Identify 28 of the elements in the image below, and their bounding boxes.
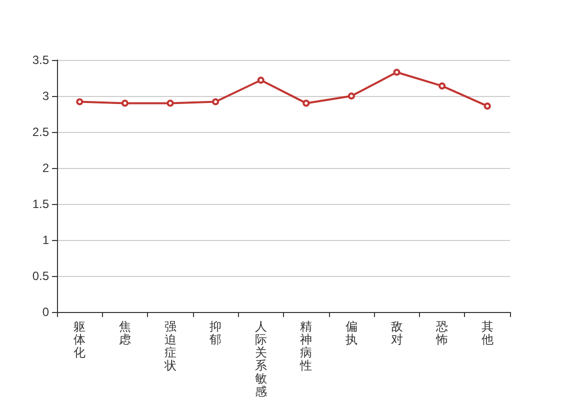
- x-tick-label: 偏执: [345, 320, 358, 346]
- x-tick-label: 人际关系敏感: [254, 320, 267, 398]
- x-tick-label: 抑郁: [210, 320, 222, 346]
- y-tick-label: 0.5: [32, 269, 50, 283]
- point: [393, 68, 400, 76]
- x-tick-label: 敌对: [390, 320, 403, 346]
- x-tick-label: 躯体化: [74, 320, 86, 360]
- x-tick-label: 恐怖: [435, 320, 448, 346]
- x-tick-label: 焦虑: [118, 320, 131, 346]
- point: [348, 92, 355, 100]
- point: [121, 100, 128, 107]
- point: [438, 82, 446, 90]
- y-tick-label: 3: [42, 89, 50, 103]
- point: [302, 100, 310, 107]
- y-tick-label: 1: [42, 233, 50, 247]
- y-tick-label: 2: [42, 161, 50, 175]
- point: [212, 98, 220, 106]
- point: [484, 102, 491, 110]
- x-tick-label: 精神病性: [299, 320, 312, 372]
- y-tick-label: 3.5: [32, 53, 50, 67]
- y-tick-label: 2.5: [32, 125, 50, 139]
- point: [76, 98, 84, 106]
- y-tick-label: 1.5: [32, 197, 50, 211]
- x-tick-label: 强迫症状: [163, 320, 176, 372]
- point: [257, 76, 264, 84]
- y-tick-label: 0: [42, 305, 50, 319]
- x-tick-label: 其他: [481, 320, 494, 346]
- point: [166, 100, 174, 107]
